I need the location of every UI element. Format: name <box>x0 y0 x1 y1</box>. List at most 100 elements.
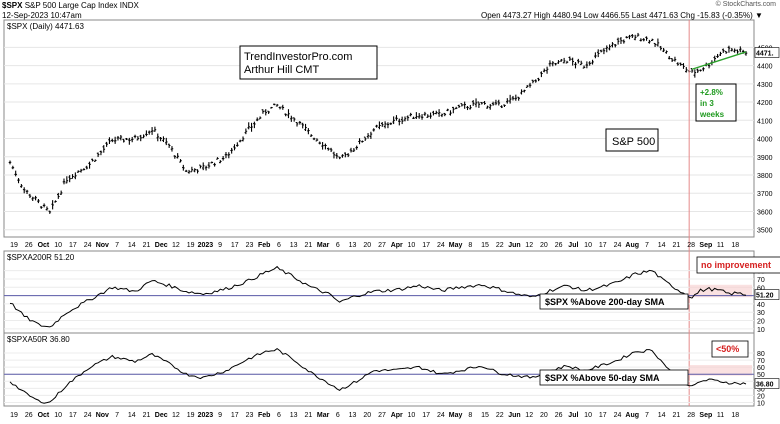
x-tick-label: 11 <box>717 242 724 249</box>
x-tick-label: Jun <box>508 242 520 249</box>
x-tick-label-bottom: 17 <box>231 412 239 419</box>
x-tick-label-bottom: 19 <box>10 412 18 419</box>
chart-header: $SPX S&P 500 Large Cap Index INDX <box>2 1 139 10</box>
x-tick-label: Apr <box>391 242 403 249</box>
x-tick-label-bottom: 7 <box>645 412 649 419</box>
x-tick-label-bottom: 24 <box>437 412 445 419</box>
x-tick-label: 28 <box>687 242 695 249</box>
x-tick-label: Sep <box>699 242 712 249</box>
x-tick-label-bottom: 14 <box>658 412 666 419</box>
credit-line-1: TrendInvestorPro.com <box>244 51 352 63</box>
x-tick-label-bottom: Sep <box>699 412 712 419</box>
x-tick-label: 13 <box>290 242 298 249</box>
x-tick-label-bottom: Mar <box>317 412 330 419</box>
x-tick-label: 19 <box>10 242 18 249</box>
x-tick-label: Aug <box>625 242 639 249</box>
x-tick-label: 12 <box>172 242 180 249</box>
x-tick-label: May <box>449 242 463 249</box>
y-tick-label: 10 <box>757 400 765 407</box>
x-tick-label-bottom: Oct <box>38 412 50 419</box>
indicator-legend: $SPXA50R 36.80 <box>7 335 70 344</box>
x-tick-label: 24 <box>437 242 445 249</box>
x-tick-label-bottom: Jul <box>568 412 578 419</box>
series-label: $SPX %Above 50-day SMA <box>545 373 660 383</box>
y-tick-label: 10 <box>757 327 765 334</box>
highlight-zone <box>689 284 752 298</box>
panel-frame <box>3 332 755 407</box>
x-tick-label-bottom: 2023 <box>198 412 214 419</box>
series-label: $SPX %Above 200-day SMA <box>545 297 665 307</box>
x-tick-label: Oct <box>38 242 50 249</box>
x-tick-label: 7 <box>645 242 649 249</box>
x-tick-label-bottom: 8 <box>468 412 472 419</box>
y-tick-label: 50 <box>757 372 765 379</box>
x-tick-label: 8 <box>468 242 472 249</box>
last-value-box <box>754 47 780 58</box>
x-tick-label: 6 <box>277 242 281 249</box>
x-tick-label: Jul <box>568 242 578 249</box>
x-tick-label-bottom: 21 <box>305 412 313 419</box>
x-tick-label: 14 <box>128 242 136 249</box>
x-tick-label-bottom: 13 <box>349 412 357 419</box>
x-tick-label-bottom: 10 <box>584 412 592 419</box>
x-tick-label-bottom: 15 <box>481 412 489 419</box>
y-tick-label: 60 <box>757 285 765 292</box>
exchange: INDX <box>119 1 139 10</box>
last-value-box <box>754 378 780 389</box>
x-tick-label: Dec <box>155 242 168 249</box>
y-tick-label: 3700 <box>757 191 773 198</box>
x-tick-label: 10 <box>408 242 416 249</box>
x-tick-label-bottom: 26 <box>555 412 563 419</box>
x-tick-label-bottom: 12 <box>525 412 533 419</box>
gain-label-2: in 3 <box>700 99 714 108</box>
x-tick-label-bottom: 26 <box>25 412 33 419</box>
note-label: no improvement <box>701 260 771 270</box>
x-tick-label-bottom: 13 <box>290 412 298 419</box>
x-tick-label: 15 <box>481 242 489 249</box>
x-tick-label-bottom: 21 <box>143 412 151 419</box>
y-tick-label: 80 <box>757 351 765 358</box>
x-tick-label: 7 <box>115 242 119 249</box>
x-tick-label-bottom: Dec <box>155 412 168 419</box>
y-tick-label: 30 <box>757 386 765 393</box>
x-tick-label-bottom: Jun <box>508 412 520 419</box>
x-tick-label-bottom: Aug <box>625 412 639 419</box>
y-tick-label: 4400 <box>757 64 773 71</box>
x-tick-label: 26 <box>555 242 563 249</box>
last-value-label: 36.80 <box>756 382 774 389</box>
y-tick-label: 30 <box>757 310 765 317</box>
x-tick-label-bottom: 6 <box>336 412 340 419</box>
x-tick-label: 27 <box>378 242 386 249</box>
x-tick-label-bottom: 27 <box>378 412 386 419</box>
panel-frame <box>3 250 755 334</box>
x-tick-label-bottom: Nov <box>96 412 109 419</box>
y-tick-label: 70 <box>757 277 765 284</box>
indicator-line <box>9 347 747 404</box>
x-tick-label-bottom: 10 <box>408 412 416 419</box>
x-tick-label: 21 <box>143 242 151 249</box>
highlight-zone <box>689 365 752 376</box>
y-tick-label: 70 <box>757 358 765 365</box>
last-value-label: 51.20 <box>756 293 774 300</box>
y-tick-label: 40 <box>757 302 765 309</box>
note-box <box>711 340 749 358</box>
x-tick-label-bottom: 21 <box>673 412 681 419</box>
x-tick-label-bottom: 28 <box>687 412 695 419</box>
x-tick-label: 26 <box>25 242 33 249</box>
x-tick-label-bottom: 18 <box>731 412 739 419</box>
x-tick-label-bottom: 9 <box>218 412 222 419</box>
x-tick-label-bottom: 14 <box>128 412 136 419</box>
x-tick-label: 19 <box>187 242 195 249</box>
x-tick-label-bottom: 11 <box>717 412 724 419</box>
x-tick-label: 24 <box>84 242 92 249</box>
indicator-line <box>9 265 747 328</box>
x-tick-label-bottom: 23 <box>246 412 254 419</box>
y-tick-label: 20 <box>757 319 765 326</box>
series-label-box <box>605 128 659 152</box>
x-tick-label: 17 <box>422 242 430 249</box>
x-tick-label: 22 <box>496 242 504 249</box>
x-tick-label: 6 <box>336 242 340 249</box>
note-label: <50% <box>716 344 739 354</box>
x-tick-label-bottom: 24 <box>84 412 92 419</box>
